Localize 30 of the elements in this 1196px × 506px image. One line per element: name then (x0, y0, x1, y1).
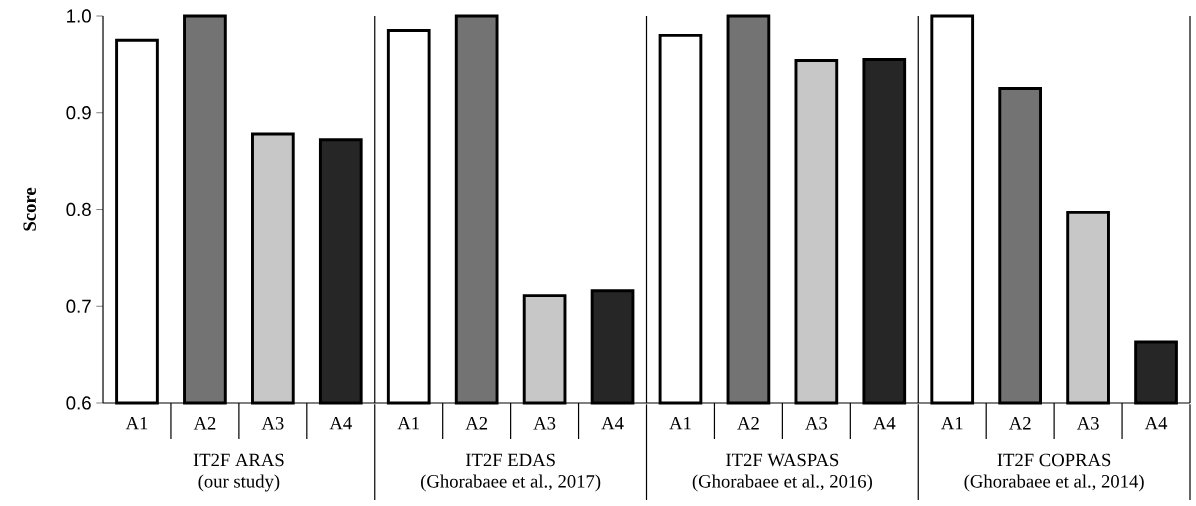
x-tick-label: A1 (125, 417, 148, 430)
x-tick-label: A1 (941, 417, 963, 430)
x-tick-label: A2 (193, 417, 216, 430)
text: (Ghorabaee et al., 2016) (692, 474, 872, 492)
x-tick-label: A4 (601, 417, 624, 430)
y-axis-title: Score (23, 187, 36, 231)
y-tick-label: 0.7 (66, 299, 91, 313)
x-tick-label: A2 (1008, 417, 1031, 430)
text: (Ghorabaee et al., 2014) (964, 474, 1144, 492)
x-tick-label: A4 (1144, 417, 1168, 430)
x-tick-label: A4 (873, 417, 896, 430)
x-tick-label: A3 (261, 417, 284, 430)
x-tick-label: A2 (737, 417, 759, 430)
text: (Ghorabaee et al., 2017) (421, 474, 601, 492)
text: IT2F EDAS (465, 453, 555, 467)
x-tick-label: A1 (669, 417, 691, 430)
text: IT2F WASPAS (726, 453, 839, 467)
x-tick-label: A2 (465, 417, 488, 430)
x-tick-label: A3 (805, 417, 828, 430)
y-tick-label: 0.9 (66, 106, 91, 120)
text: (our study) (198, 474, 280, 492)
x-tick-label: A3 (1076, 417, 1099, 430)
text: IT2F ARAS (193, 453, 284, 467)
y-tick-label: 0.6 (66, 396, 91, 410)
y-tick-label: 1.0 (67, 9, 91, 23)
text: IT2F COPRAS (997, 453, 1111, 467)
x-tick-label: A4 (329, 417, 352, 430)
y-tick-label: 0.8 (66, 202, 91, 217)
x-tick-label: A3 (533, 417, 556, 430)
x-tick-label: A1 (397, 417, 420, 430)
